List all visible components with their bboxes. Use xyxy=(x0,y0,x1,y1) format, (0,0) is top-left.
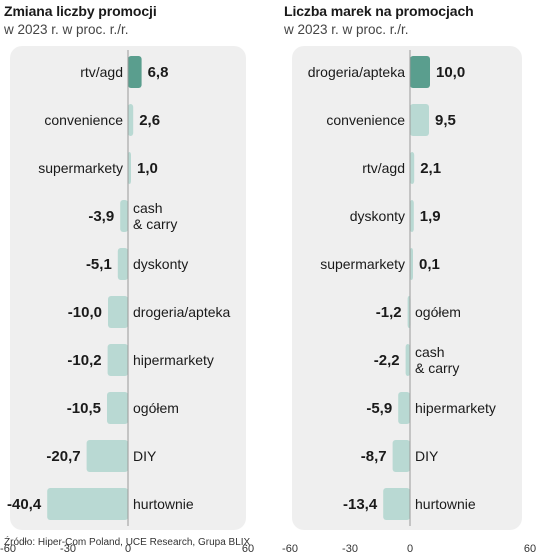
x-tick-label: -60 xyxy=(282,543,298,555)
value-label: -10,2 xyxy=(67,352,101,369)
value-label: -13,4 xyxy=(343,496,378,513)
bar xyxy=(410,248,413,280)
plot-background xyxy=(292,46,522,530)
category-label: supermarkety xyxy=(320,256,405,272)
category-label-line: & carry xyxy=(133,216,177,232)
bar-chart-left: rtv/agd 6,8 convenience 2,6 supermarkety 1,0 c… xyxy=(0,46,254,555)
category-label: hipermarkety xyxy=(133,352,214,368)
category-label: cash & carry xyxy=(415,344,459,376)
category-label: convenience xyxy=(326,112,405,128)
value-label: 2,6 xyxy=(139,112,160,129)
value-label: -10,0 xyxy=(68,304,102,321)
value-label: -5,9 xyxy=(366,400,392,417)
bar xyxy=(120,200,128,232)
x-tick-label: 0 xyxy=(407,543,413,555)
category-label: dyskonty xyxy=(133,256,188,272)
value-label: 2,1 xyxy=(420,160,441,177)
bar xyxy=(128,104,134,136)
bar xyxy=(410,104,429,136)
category-label: convenience xyxy=(44,112,123,128)
value-label: -10,5 xyxy=(67,400,101,417)
category-label-line: cash xyxy=(415,344,445,360)
bar xyxy=(392,440,410,472)
x-tick-label: 60 xyxy=(242,543,254,555)
bar-chart-right: drogeria/apteka 10,0 convenience 9,5 rtv/agd… xyxy=(282,46,536,555)
value-label: -5,1 xyxy=(86,256,112,273)
value-label: 9,5 xyxy=(435,112,456,129)
chart-panel-left: Zmiana liczby promocji w 2023 r. w proc.… xyxy=(0,3,254,555)
category-label: hipermarkety xyxy=(415,400,496,416)
bar xyxy=(107,392,128,424)
bar xyxy=(398,392,410,424)
x-tick-label: -30 xyxy=(342,543,358,555)
category-label: rtv/agd xyxy=(80,64,123,80)
category-label: drogeria/apteka xyxy=(133,304,231,320)
value-label: 0,1 xyxy=(419,256,440,273)
chart-title: Zmiana liczby promocji xyxy=(4,3,157,19)
category-label: DIY xyxy=(415,448,439,464)
category-label: dyskonty xyxy=(350,208,405,224)
x-tick-label: -30 xyxy=(60,543,76,555)
bar xyxy=(410,200,414,232)
category-label: ogółem xyxy=(133,400,179,416)
category-label: rtv/agd xyxy=(362,160,405,176)
value-label: 1,9 xyxy=(420,208,441,225)
value-label: -2,2 xyxy=(374,352,400,369)
bar xyxy=(405,344,410,376)
category-label-line: cash xyxy=(133,200,163,216)
chart-panel-right: Liczba marek na promocjach w 2023 r. w p… xyxy=(268,0,536,558)
category-label: ogółem xyxy=(415,304,461,320)
bar xyxy=(410,152,415,184)
value-label: -20,7 xyxy=(46,448,80,465)
value-label: 10,0 xyxy=(436,64,465,81)
source-note: Źródło: Hiper-Com Poland, UCE Research, … xyxy=(4,537,251,548)
value-label: -1,2 xyxy=(376,304,402,321)
bar xyxy=(128,56,142,88)
category-label: hurtownie xyxy=(133,496,194,512)
value-label: 6,8 xyxy=(148,64,169,81)
value-label: -3,9 xyxy=(88,208,114,225)
bar xyxy=(107,344,128,376)
category-label: drogeria/apteka xyxy=(308,64,406,80)
category-label: DIY xyxy=(133,448,157,464)
value-label: -8,7 xyxy=(361,448,387,465)
chart-subtitle: w 2023 r. w proc. r./r. xyxy=(4,22,129,37)
bar xyxy=(86,440,128,472)
bar xyxy=(410,56,430,88)
category-label-line: & carry xyxy=(415,360,459,376)
x-tick-label: 60 xyxy=(524,543,536,555)
x-tick-label: -60 xyxy=(0,543,16,555)
category-label: supermarkety xyxy=(38,160,123,176)
bar xyxy=(128,152,131,184)
value-label: 1,0 xyxy=(137,160,158,177)
bar xyxy=(47,488,129,520)
chart-subtitle: w 2023 r. w proc. r./r. xyxy=(284,22,409,37)
category-label: hurtownie xyxy=(415,496,476,512)
bar xyxy=(383,488,410,520)
bar xyxy=(108,296,128,328)
value-label: -40,4 xyxy=(7,496,42,513)
category-label: cash & carry xyxy=(133,200,177,232)
x-tick-label: 0 xyxy=(125,543,131,555)
chart-title: Liczba marek na promocjach xyxy=(284,3,474,19)
bar xyxy=(117,248,128,280)
